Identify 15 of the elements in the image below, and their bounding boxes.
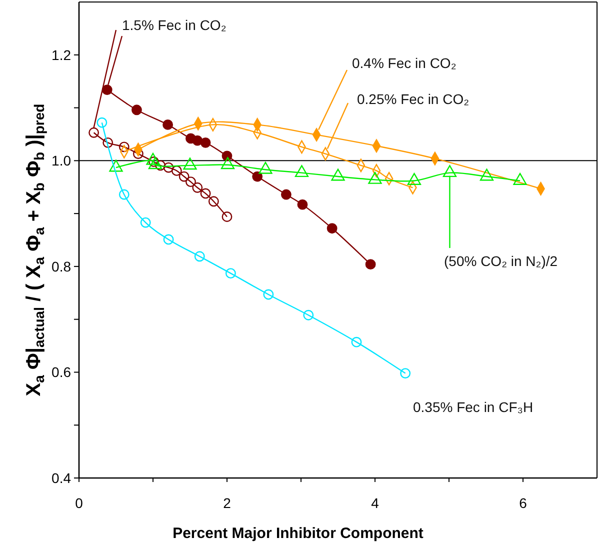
text: (50% CO₂ in N₂)/2 bbox=[444, 253, 558, 269]
text: 0.25% Fec in CO₂ bbox=[357, 91, 470, 107]
x-axis-title: Percent Major Inhibitor Component bbox=[172, 525, 424, 542]
x-tick-label: 4 bbox=[371, 495, 380, 511]
x-tick-label: 0 bbox=[75, 495, 84, 511]
y-tick-label: 0.8 bbox=[52, 258, 72, 274]
x-tick-label: 6 bbox=[519, 495, 528, 511]
x-tick-label: 2 bbox=[223, 495, 232, 511]
y-tick-label: 1.0 bbox=[52, 152, 72, 169]
series-label: 0.35% Fec in CF₃H bbox=[413, 399, 534, 415]
y-tick-label: 1.2 bbox=[52, 46, 72, 63]
text: 0.4% Fec in CO₂ bbox=[352, 55, 456, 71]
y-tick-label: 0.4 bbox=[52, 470, 72, 486]
text: 1.5% Fec in CO₂ bbox=[122, 17, 226, 33]
y-tick-label: 0.6 bbox=[52, 364, 72, 380]
